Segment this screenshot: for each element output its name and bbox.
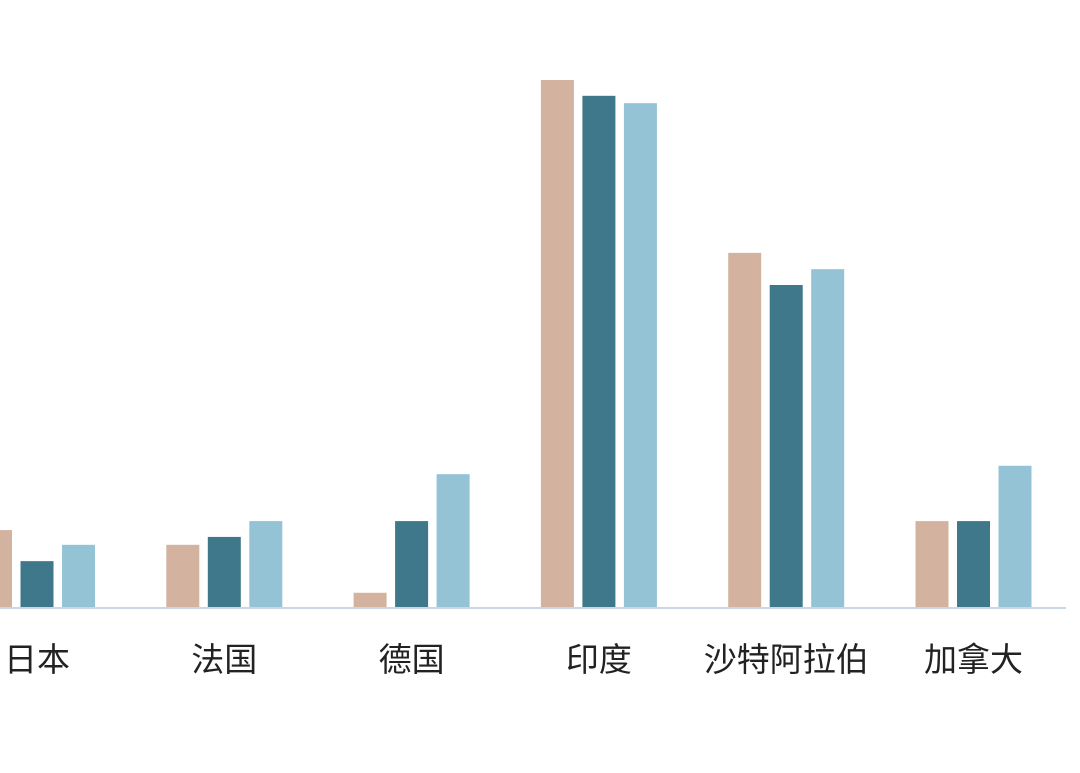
bar-1-series-1: [207, 536, 241, 607]
bar-4-series-2: [811, 269, 845, 607]
bar-1-series-2: [249, 521, 283, 607]
bar-0-series-1: [20, 561, 54, 607]
x-tick-label: 日本: [4, 640, 70, 679]
bar-3-series-2: [623, 103, 657, 608]
bar-1-series-0: [166, 544, 200, 607]
bar-2-series-1: [395, 521, 429, 607]
x-tick-label: 印度: [566, 640, 632, 679]
bar-3-series-0: [540, 80, 574, 607]
x-tick-label: 沙特阿拉伯: [704, 640, 869, 679]
x-tick-label: 德国: [379, 640, 445, 679]
bar-2-series-2: [436, 474, 470, 607]
bar-0-series-0: [0, 530, 12, 607]
bar-0-series-2: [62, 544, 95, 607]
bar-2-series-0: [353, 592, 387, 607]
x-tick-label: 法国: [191, 640, 257, 679]
bar-5-series-0: [915, 521, 949, 607]
x-tick-label: 加拿大: [924, 640, 1023, 679]
bar-3-series-1: [582, 95, 616, 607]
bar-4-series-1: [769, 285, 803, 607]
bar-5-series-1: [957, 521, 990, 607]
bar-5-series-2: [998, 465, 1032, 607]
bar-4-series-0: [728, 252, 762, 607]
